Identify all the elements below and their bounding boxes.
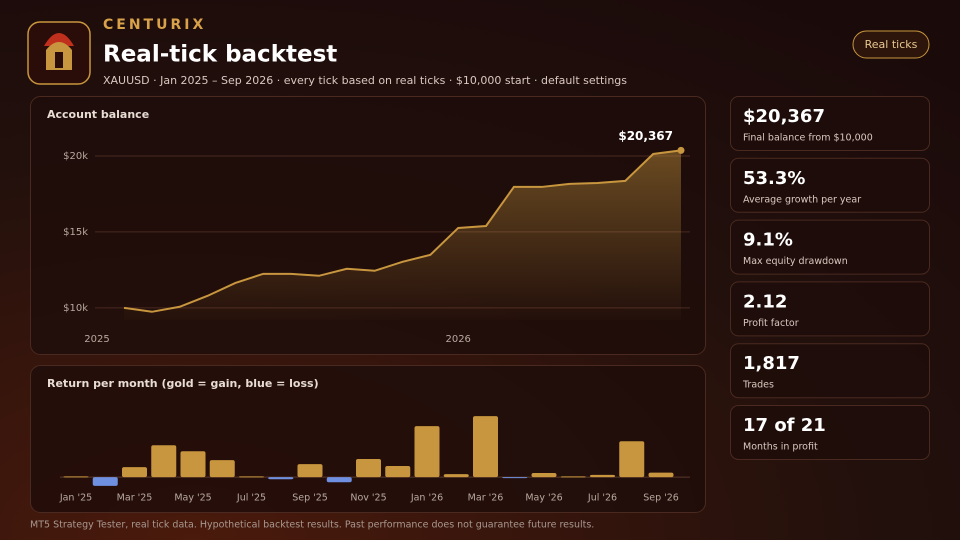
stat-label: Months in profit [743,442,818,453]
stat-value: 53.3% [743,168,805,189]
badge[interactable] [852,30,930,59]
stat-value: 17 of 21 [743,415,826,436]
bar [443,474,469,478]
bar [356,458,381,478]
bar [619,441,645,478]
x-tick-label: Nov '25 [350,493,386,504]
x-tick-label: Jan '25 [59,493,92,504]
stat-value: 2.12 [743,291,787,312]
stat-value: $20,367 [743,106,825,127]
bar [502,477,528,479]
bar [268,477,294,480]
chart-title: Return per month (gold = gain, blue = lo… [47,377,319,390]
stat-card [730,219,930,275]
bar [531,473,557,478]
bar [239,476,264,478]
bar [122,467,147,478]
x-tick-label: Mar '25 [117,493,153,504]
stat-label: Max equity drawdown [743,256,848,267]
y-tick-label: $15k [63,227,88,238]
y-tick-label: $20k [63,151,88,162]
x-tick-label: Sep '25 [292,493,328,504]
stat-card [730,281,930,337]
bar [560,476,586,478]
chart-title: Account balance [47,108,149,121]
end-point [677,146,685,154]
x-tick-label: May '25 [174,493,211,504]
bar [648,472,674,478]
bar [385,465,411,478]
x-tick-label: Sep '26 [643,493,679,504]
stat-label: Final balance from $10,000 [743,133,873,144]
brand: CENTURIX [103,17,206,33]
x-tick-label: Jul '25 [236,493,266,504]
stat-card [730,157,930,213]
stat-card [730,96,930,151]
x-tick-label: 2026 [445,334,470,345]
x-tick-label: May '26 [525,493,562,504]
bar [414,426,440,478]
footer: MT5 Strategy Tester, real tick data. Hyp… [30,520,594,531]
stat-label: Profit factor [743,318,799,329]
bar [473,416,498,478]
end-label: $20,367 [618,129,673,143]
bar [590,474,615,478]
x-tick-label: 2025 [84,334,109,345]
x-tick-label: Mar '26 [468,493,504,504]
line [123,149,682,313]
bar [92,477,118,486]
badge-label[interactable]: Real ticks [865,38,918,51]
bar [151,445,177,478]
x-tick-label: Jul '26 [587,493,617,504]
stat-value: 1,817 [743,353,800,374]
bar [63,476,89,478]
stat-label: Average growth per year [743,194,861,205]
bar [297,464,323,478]
x-tick-label: Jan '26 [410,493,443,504]
stat-value: 9.1% [743,230,793,251]
stat-card [730,405,930,460]
stat-label: Trades [742,380,774,391]
area [124,150,681,320]
bar [180,451,206,478]
subtitle: XAUUSD · Jan 2025 – Sep 2026 · every tic… [103,74,627,87]
stat-card [730,343,930,399]
bar [326,477,352,483]
y-tick-label: $10k [63,303,88,314]
page-title: Real-tick backtest [103,42,337,68]
bar [209,460,235,478]
logo [27,21,91,85]
